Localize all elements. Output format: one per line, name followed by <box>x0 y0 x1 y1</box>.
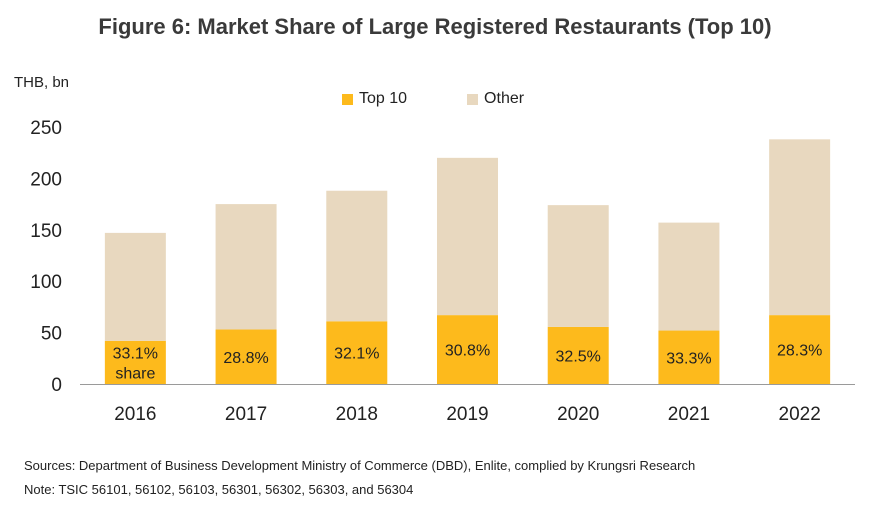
x-tick-label: 2019 <box>446 404 488 425</box>
legend-swatch-other <box>467 93 479 105</box>
x-tick-label: 2022 <box>779 404 821 425</box>
data-label: 32.5% <box>556 348 601 365</box>
y-tick-label: 250 <box>30 118 62 139</box>
y-tick-label: 50 <box>41 324 62 345</box>
bar-top10 <box>215 329 277 384</box>
y-axis-unit-label: THB, bn <box>14 74 70 91</box>
bar-other <box>769 139 831 316</box>
x-tick-label: 2018 <box>336 404 378 425</box>
legend-item-top10: Top 10 <box>342 90 407 108</box>
legend-swatch-top10 <box>342 93 353 105</box>
legend: Top 10 Other <box>342 90 524 108</box>
bar-top10 <box>658 330 720 384</box>
sources-text: Sources: Department of Business Developm… <box>24 458 696 473</box>
data-label: 32.1% <box>334 346 379 363</box>
x-tick-label: 2017 <box>225 404 267 425</box>
note-text: Note: TSIC 56101, 56102, 56103, 56301, 5… <box>24 482 414 497</box>
bar-top10 <box>769 315 831 384</box>
y-tick-label: 100 <box>30 272 62 293</box>
bar-other <box>437 157 498 316</box>
y-tick-label: 150 <box>30 221 62 242</box>
legend-label-other: Other <box>484 90 525 107</box>
bar-other <box>547 205 609 327</box>
data-label: 30.8% <box>445 343 490 360</box>
bar-top10 <box>547 326 609 384</box>
bar-top10 <box>437 315 498 384</box>
data-label: 28.8% <box>223 350 268 367</box>
data-label: 28.3% <box>777 343 822 360</box>
chart-title: Figure 6: Market Share of Large Register… <box>98 14 772 39</box>
data-label: share <box>115 365 155 382</box>
x-tick-label: 2020 <box>557 404 599 425</box>
bar-other <box>326 190 388 322</box>
data-label: 33.1% <box>113 345 158 362</box>
y-tick-label: 0 <box>51 375 62 396</box>
legend-label-top10: Top 10 <box>359 90 408 107</box>
bar-other <box>104 232 166 341</box>
legend-item-other: Other <box>467 90 524 108</box>
x-tick-label: 2016 <box>114 404 156 425</box>
data-label: 33.3% <box>666 350 711 367</box>
bar-top10 <box>326 321 388 384</box>
x-tick-label: 2021 <box>668 404 710 425</box>
bar-other <box>658 222 720 331</box>
y-tick-label: 200 <box>30 169 62 190</box>
bar-top10 <box>104 340 166 384</box>
bar-other <box>215 204 277 330</box>
